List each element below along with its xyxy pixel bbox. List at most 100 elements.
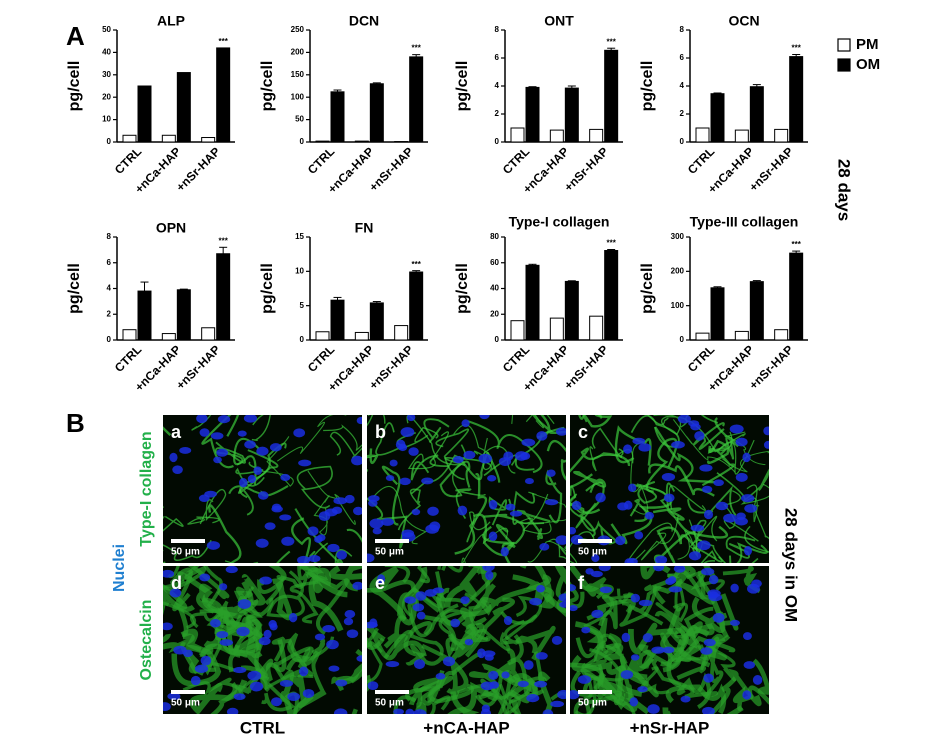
bar	[217, 254, 230, 340]
nucleus	[536, 652, 548, 659]
nucleus	[702, 486, 712, 493]
nucleus	[477, 648, 485, 658]
nucleus	[634, 531, 643, 539]
nucleus	[238, 599, 251, 609]
y-tick-label: 8	[680, 25, 685, 34]
nucleus	[534, 681, 547, 688]
nucleus	[453, 456, 464, 463]
nucleus	[427, 507, 439, 516]
nucleus	[753, 675, 763, 685]
nucleus	[539, 543, 549, 551]
nucleus	[631, 654, 640, 660]
y-tick-label: 30	[102, 70, 111, 79]
y-tick-label: 100	[291, 92, 305, 101]
bar	[123, 135, 136, 142]
bar	[355, 141, 368, 142]
nucleus	[196, 414, 207, 423]
significance-annotation: ***	[606, 239, 616, 248]
nucleus	[333, 497, 347, 504]
nucleus	[501, 671, 509, 678]
x-tick-label: CTRL	[112, 144, 145, 177]
nucleus	[487, 475, 496, 481]
chart-title: Type-I collagen	[509, 214, 610, 230]
y-tick-label: 40	[490, 284, 499, 293]
nucleus	[425, 524, 439, 533]
nucleus	[326, 640, 339, 649]
nucleus	[219, 583, 227, 590]
nucleus	[353, 507, 363, 516]
nucleus	[744, 504, 757, 513]
nucleus	[545, 499, 558, 505]
scale-bar-label: 50 μm	[375, 547, 404, 558]
nucleus	[191, 676, 201, 686]
nucleus	[639, 600, 653, 606]
nucleus	[621, 670, 633, 679]
nucleus	[632, 438, 645, 445]
nucleus	[764, 441, 773, 449]
significance-annotation: ***	[218, 236, 228, 245]
nucleus	[559, 593, 572, 601]
legend-label: OM	[856, 56, 880, 73]
nucleus	[742, 690, 751, 699]
nucleus	[201, 656, 212, 666]
nucleus	[256, 539, 269, 548]
nucleus	[247, 671, 261, 681]
nucleus	[653, 563, 664, 571]
nucleus	[663, 647, 675, 654]
nucleus	[362, 554, 375, 563]
nucleus	[268, 620, 276, 628]
scale-bar-label: 50 μm	[375, 698, 404, 709]
panel-letter: f	[578, 573, 585, 593]
nucleus	[287, 692, 300, 701]
nucleus	[220, 639, 234, 646]
y-tick-label: 6	[495, 53, 500, 62]
panel-label: A	[66, 21, 85, 51]
chart-title: ONT	[544, 13, 574, 29]
bar	[177, 73, 190, 142]
nucleus	[259, 577, 272, 585]
nucleus	[315, 634, 325, 641]
nucleus	[298, 460, 311, 467]
nucleus	[216, 449, 228, 457]
nucleus	[199, 574, 210, 582]
nucleus	[691, 525, 705, 532]
panel-letter: b	[375, 422, 386, 442]
nucleus	[347, 629, 359, 638]
y-tick-label: 50	[102, 25, 111, 34]
nucleus	[743, 632, 752, 640]
scale-bar	[375, 539, 409, 543]
significance-annotation: ***	[411, 260, 421, 269]
nucleus	[559, 601, 570, 607]
nucleus	[210, 619, 221, 628]
nucleus	[501, 547, 509, 556]
nucleus	[465, 639, 473, 646]
y-tick-label: 200	[291, 48, 305, 57]
nucleus	[169, 453, 177, 462]
y-tick-label: 40	[102, 48, 111, 57]
micrograph: f 50 μm	[528, 547, 804, 732]
bar	[316, 141, 329, 142]
nucleus	[200, 428, 210, 437]
nucleus	[600, 586, 613, 593]
nucleus	[450, 619, 460, 628]
nucleus	[443, 657, 455, 667]
nucleus	[207, 541, 220, 550]
significance-annotation: ***	[791, 240, 801, 249]
nucleus	[499, 457, 511, 466]
nucleus	[393, 709, 404, 715]
nucleus	[250, 682, 263, 692]
bar	[370, 303, 383, 340]
bar	[711, 288, 724, 340]
scale-bar	[578, 539, 612, 543]
bar	[316, 332, 329, 340]
x-tick-label: CTRL	[305, 342, 338, 375]
nucleus	[536, 585, 545, 593]
y-axis-label: pg/cell	[639, 61, 656, 112]
nucleus	[256, 447, 268, 456]
chart-title: OPN	[156, 220, 186, 236]
scale-bar-label: 50 μm	[578, 698, 607, 709]
panel-letter: a	[171, 422, 182, 442]
nucleus	[172, 465, 183, 474]
y-tick-label: 0	[300, 335, 305, 344]
nucleus	[404, 596, 416, 603]
